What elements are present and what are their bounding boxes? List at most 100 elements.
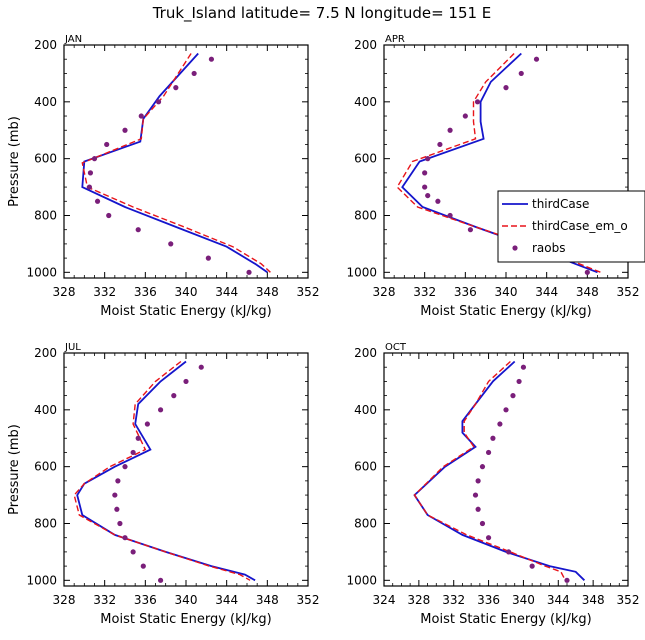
y-axis-label: Pressure (mb) — [7, 424, 22, 515]
x-tick-label: 340 — [175, 593, 198, 607]
x-axis-label: Moist Static Energy (kJ/kg) — [100, 304, 271, 319]
y-tick-label: 800 — [354, 516, 377, 530]
x-tick-label: 348 — [256, 593, 279, 607]
legend-label: raobs — [532, 241, 566, 255]
y-tick-label: 400 — [34, 403, 57, 417]
x-axis-label: Moist Static Energy (kJ/kg) — [420, 612, 591, 627]
x-tick-label: 328 — [53, 593, 76, 607]
raobs-point — [112, 492, 118, 498]
raobs-point — [86, 184, 93, 190]
raobs-point — [130, 549, 136, 555]
y-tick-label: 1000 — [346, 265, 377, 279]
raobs-point — [198, 364, 204, 370]
raobs-point — [115, 478, 121, 484]
raobs-point — [87, 170, 94, 176]
raobs-point — [422, 170, 428, 176]
x-tick-label: 344 — [547, 593, 570, 607]
y-tick-label: 1000 — [26, 573, 57, 587]
chart-panel-apr: APR Moist Static Energy (kJ/kg) 328 332 336 3… — [346, 34, 645, 319]
raobs-point — [183, 378, 189, 385]
raobs-point — [91, 156, 98, 162]
raobs-point — [173, 85, 179, 91]
raobs-point — [435, 198, 441, 204]
raobs-point — [425, 156, 431, 162]
raobs-point — [140, 563, 146, 569]
legend-label: thirdCase_em_o — [532, 219, 628, 233]
x-axis-label: Moist Static Energy (kJ/kg) — [100, 612, 271, 627]
raobs-point — [510, 393, 516, 399]
y-tick-label: 600 — [354, 460, 377, 474]
raobs-point — [518, 70, 524, 77]
series-area — [81, 52, 271, 275]
legend-marker — [512, 245, 518, 251]
raobs-point — [503, 85, 509, 91]
series-line-thirdcase-em-o — [413, 360, 566, 581]
raobs-point — [422, 184, 428, 190]
raobs-point — [138, 113, 144, 119]
x-tick-label: 328 — [53, 285, 76, 299]
raobs-point — [475, 478, 481, 484]
x-tick-label: 348 — [256, 285, 279, 299]
series-area — [413, 360, 586, 583]
x-tick-label: 340 — [175, 285, 198, 299]
y-tick-label: 600 — [354, 152, 377, 166]
raobs-point — [520, 364, 527, 370]
raobs-point — [485, 535, 492, 541]
plot-frame — [63, 352, 309, 587]
y-tick-label: 800 — [34, 516, 57, 530]
series-line-thirdcase-em-o — [396, 53, 601, 273]
x-tick-label: 344 — [215, 593, 238, 607]
raobs-point — [479, 464, 486, 470]
x-tick-label: 332 — [442, 593, 465, 607]
raobs-point — [485, 449, 492, 456]
x-tick-label: 336 — [134, 285, 157, 299]
raobs-point — [114, 506, 120, 512]
y-tick-label: 400 — [354, 95, 377, 109]
x-tick-label: 344 — [215, 285, 238, 299]
raobs-point — [135, 227, 141, 233]
series-area — [73, 360, 256, 583]
raobs-point — [205, 255, 211, 261]
y-tick-label: 600 — [34, 152, 57, 166]
raobs-point — [94, 198, 101, 204]
y-tick-label: 200 — [34, 38, 57, 52]
raobs-point — [122, 127, 128, 133]
x-tick-label: 336 — [134, 593, 157, 607]
x-tick-label: 324 — [373, 593, 396, 607]
raobs-point — [467, 227, 474, 233]
raobs-point — [475, 506, 481, 512]
series-line-thirdcase — [81, 52, 268, 274]
raobs-point — [564, 577, 570, 583]
raobs-point — [104, 141, 110, 148]
y-tick-label: 200 — [354, 38, 377, 52]
raobs-point — [157, 577, 164, 583]
raobs-point — [425, 192, 431, 199]
raobs-point — [246, 269, 252, 275]
x-tick-label: 336 — [477, 593, 500, 607]
raobs-point — [474, 99, 481, 105]
x-tick-label: 348 — [582, 593, 605, 607]
x-tick-label: 328 — [407, 593, 430, 607]
raobs-point — [479, 520, 486, 527]
raobs-point — [135, 435, 141, 441]
raobs-point — [171, 393, 177, 399]
x-tick-label: 340 — [495, 285, 518, 299]
raobs-point — [122, 464, 128, 470]
raobs-point — [462, 113, 468, 119]
raobs-point — [447, 127, 453, 133]
y-tick-label: 600 — [34, 460, 57, 474]
x-tick-label: 340 — [512, 593, 535, 607]
raobs-point — [447, 212, 453, 219]
legend-label: thirdCase — [532, 197, 589, 211]
raobs-point — [130, 449, 136, 456]
x-tick-label: 328 — [373, 285, 396, 299]
x-tick-label: 348 — [576, 285, 599, 299]
panel-label: APR — [385, 34, 405, 45]
chart-panel-jan: JAN Moist Static Energy (kJ/kg) Pressure (… — [7, 34, 319, 319]
x-tick-label: 336 — [454, 285, 477, 299]
chart-panel-oct: OCT Moist Static Energy (kJ/kg) 324 328 332 3… — [346, 342, 639, 627]
chart-panels: JAN Moist Static Energy (kJ/kg) Pressure (… — [7, 34, 645, 627]
raobs-point — [144, 421, 150, 427]
figure-title: Truk_Island latitude= 7.5 N longitude= 1… — [152, 4, 492, 23]
